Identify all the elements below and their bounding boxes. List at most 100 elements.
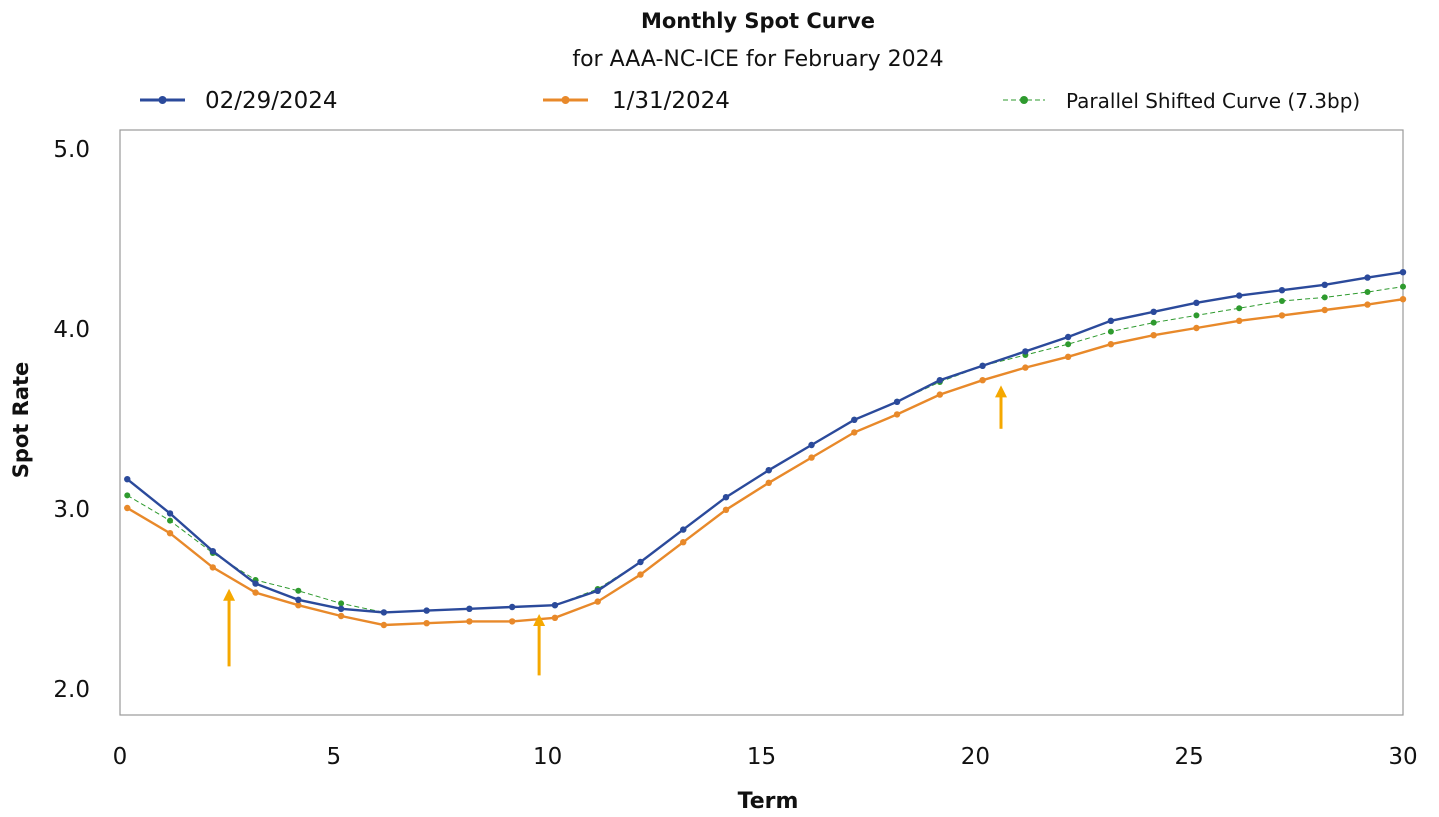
data-point bbox=[423, 620, 430, 627]
plot-area bbox=[119, 129, 1404, 716]
legend-label: Parallel Shifted Curve (7.3bp) bbox=[1066, 89, 1360, 113]
data-point bbox=[936, 391, 944, 398]
y-tick-label: 3.0 bbox=[53, 497, 90, 523]
data-point bbox=[765, 467, 772, 474]
data-point bbox=[1278, 312, 1286, 319]
data-point bbox=[295, 596, 302, 603]
data-point bbox=[893, 411, 901, 418]
data-point bbox=[893, 398, 901, 405]
data-point bbox=[167, 517, 174, 524]
data-point bbox=[1107, 328, 1114, 335]
legend-swatch-marker bbox=[561, 96, 570, 104]
data-point bbox=[680, 539, 687, 546]
data-point bbox=[166, 510, 174, 517]
data-point bbox=[936, 377, 944, 384]
data-point bbox=[979, 362, 986, 369]
data-point bbox=[594, 598, 601, 605]
data-point bbox=[1278, 298, 1285, 304]
y-axis-label: Spot Rate bbox=[9, 362, 33, 479]
data-point bbox=[166, 530, 174, 537]
data-point bbox=[1278, 287, 1286, 294]
series-line bbox=[126, 271, 1404, 614]
annotation-arrow bbox=[533, 614, 546, 676]
data-point bbox=[252, 589, 259, 596]
data-point bbox=[637, 558, 644, 566]
x-axis-label: Term bbox=[738, 789, 799, 813]
x-tick-label: 5 bbox=[327, 744, 342, 770]
data-point bbox=[979, 377, 986, 384]
x-tick-label: 30 bbox=[1388, 744, 1417, 770]
data-point bbox=[1236, 317, 1243, 324]
data-point bbox=[1321, 294, 1328, 301]
data-point bbox=[1364, 274, 1371, 281]
data-point bbox=[1193, 299, 1200, 306]
x-tick-label: 0 bbox=[113, 744, 128, 770]
legend-swatch-marker bbox=[158, 96, 167, 104]
data-point bbox=[295, 587, 302, 594]
legend-label: 1/31/2024 bbox=[612, 88, 730, 114]
data-point bbox=[1150, 319, 1157, 326]
data-point bbox=[1150, 308, 1157, 315]
x-tick-label: 15 bbox=[747, 744, 776, 770]
data-point bbox=[124, 492, 131, 499]
y-tick-label: 5.0 bbox=[53, 137, 90, 163]
data-point bbox=[466, 618, 473, 625]
legend-swatch-marker bbox=[1020, 96, 1028, 104]
data-point bbox=[1065, 341, 1072, 348]
data-point bbox=[1321, 306, 1328, 314]
data-point bbox=[594, 587, 601, 594]
chart-title: Monthly Spot Curve bbox=[641, 9, 875, 33]
data-point bbox=[380, 609, 388, 616]
data-point bbox=[808, 454, 815, 461]
data-point bbox=[1150, 332, 1157, 339]
annotation-arrow bbox=[223, 588, 236, 667]
data-point bbox=[338, 600, 345, 607]
annotation-layer bbox=[223, 385, 1007, 676]
data-point bbox=[1107, 317, 1115, 324]
series-1 bbox=[124, 296, 1407, 629]
x-axis-ticks: 0 5 10 15 20 25 30 bbox=[113, 744, 1418, 770]
chart-legend: 02/29/2024 1/31/2024 Parallel Shifted Curv… bbox=[140, 88, 1360, 114]
data-point bbox=[337, 612, 345, 620]
data-point bbox=[1399, 269, 1407, 276]
x-tick-label: 25 bbox=[1175, 744, 1204, 770]
x-tick-label: 10 bbox=[533, 744, 562, 770]
data-point bbox=[209, 564, 217, 571]
data-point bbox=[423, 607, 430, 614]
annotation-arrow bbox=[994, 385, 1007, 429]
data-point bbox=[124, 504, 131, 512]
data-point bbox=[1321, 281, 1328, 288]
data-point bbox=[508, 618, 516, 625]
data-point bbox=[851, 416, 858, 423]
arrow-head bbox=[223, 588, 236, 601]
data-point bbox=[380, 621, 388, 629]
data-point bbox=[551, 614, 559, 621]
chart-subtitle: for AAA-NC-ICE for February 2024 bbox=[572, 47, 943, 72]
data-point bbox=[808, 441, 815, 449]
y-tick-label: 4.0 bbox=[53, 317, 90, 343]
data-point bbox=[1064, 353, 1072, 360]
data-point bbox=[508, 603, 516, 611]
data-point bbox=[466, 605, 473, 612]
data-point bbox=[1236, 305, 1243, 312]
arrow-head bbox=[533, 614, 546, 626]
arrow-head bbox=[994, 385, 1007, 398]
y-tick-label: 2.0 bbox=[53, 677, 90, 703]
data-point bbox=[765, 479, 772, 486]
data-point bbox=[1022, 348, 1029, 355]
data-point bbox=[1064, 333, 1072, 341]
data-point bbox=[1400, 283, 1406, 290]
data-point bbox=[680, 526, 687, 533]
x-tick-label: 20 bbox=[961, 744, 990, 770]
series-line bbox=[127, 286, 1404, 613]
data-point bbox=[209, 548, 217, 555]
data-point bbox=[1364, 289, 1371, 295]
series-layer bbox=[124, 269, 1407, 629]
data-point bbox=[551, 602, 559, 609]
data-point bbox=[1364, 301, 1371, 308]
series-2 bbox=[124, 283, 1406, 616]
series-0 bbox=[124, 269, 1407, 616]
data-point bbox=[637, 571, 644, 578]
data-point bbox=[1399, 296, 1407, 303]
